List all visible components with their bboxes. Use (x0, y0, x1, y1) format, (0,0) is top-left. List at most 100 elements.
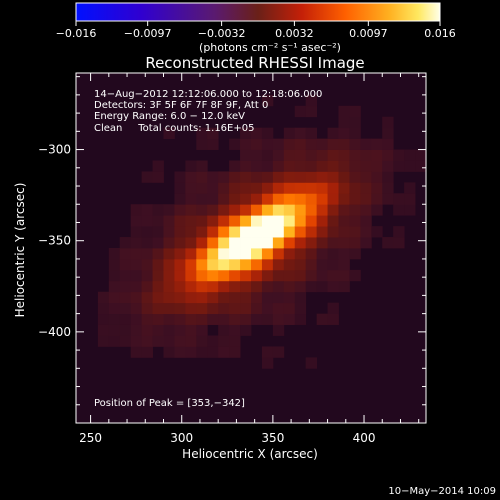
heatmap-cell (119, 291, 132, 304)
heatmap-cell (229, 269, 241, 282)
heatmap-cell (272, 269, 285, 282)
colorbar-tick-label: 0.0097 (349, 27, 388, 40)
heatmap-cell (316, 313, 328, 325)
heatmap-cell (371, 171, 383, 183)
heatmap-cell (251, 138, 263, 150)
heatmap-cell (382, 171, 394, 183)
heatmap-cell (119, 335, 132, 347)
heatmap-cell (338, 116, 350, 129)
heatmap-cell (251, 291, 263, 304)
heatmap-cell (261, 248, 274, 260)
heatmap-cell (349, 269, 361, 282)
heatmap-cell (130, 226, 143, 238)
heatmap-cell (294, 215, 307, 227)
colorbar-ticks: −0.016 −0.0097 −0.0032 0.0032 0.0097 0.016 (56, 21, 456, 40)
heatmap-cell (382, 138, 394, 150)
heatmap-cell (305, 127, 318, 140)
heatmap-cell (360, 171, 372, 183)
annotation-time-range: 14−Aug−2012 12:12:06.000 to 12:18:06.000 (94, 89, 322, 100)
heatmap-cell (185, 324, 197, 336)
heatmap-cell (218, 335, 230, 347)
heatmap-cell (338, 269, 350, 282)
heatmap-cell (338, 258, 350, 271)
heatmap-cell (294, 248, 307, 260)
heatmap-cell (229, 226, 241, 238)
heatmap-cell (251, 258, 263, 271)
heatmap-cell (327, 215, 339, 227)
heatmap-cell (360, 226, 372, 238)
heatmap-cell (294, 313, 307, 325)
peak-position-label: Position of Peak = [353,−342] (94, 398, 245, 409)
heatmap-cell (174, 248, 186, 260)
heatmap-cell (382, 237, 394, 249)
heatmap-cell (305, 237, 318, 249)
heatmap-cell (185, 313, 197, 325)
heatmap-cell (251, 127, 263, 140)
heatmap-cell (349, 127, 361, 140)
heatmap-cell (185, 280, 197, 293)
heatmap-cell (261, 237, 274, 249)
heatmap-cell (218, 182, 230, 194)
heatmap-cell (108, 248, 121, 260)
heatmap-cell (108, 335, 121, 347)
heatmap-cell (283, 248, 296, 260)
heatmap-cell (338, 171, 350, 183)
heatmap-cell (349, 215, 361, 227)
heatmap-cell (196, 313, 208, 325)
heatmap-cell (196, 248, 208, 260)
heatmap-cell (163, 226, 175, 238)
heatmap-cell (338, 226, 350, 238)
heatmap-cell (119, 248, 132, 260)
heatmap-cell (163, 204, 175, 216)
heatmap-cell (327, 269, 339, 282)
heatmap-cell (130, 280, 143, 293)
heatmap-cell (207, 346, 219, 358)
heatmap-cell (305, 182, 318, 194)
heatmap-cell (371, 204, 383, 216)
heatmap-cell (163, 324, 175, 336)
heatmap-cell (382, 182, 394, 194)
heatmap-cell (207, 226, 219, 238)
heatmap-cell (393, 193, 405, 205)
heatmap-cell (294, 127, 307, 140)
heatmap-cell (382, 160, 394, 172)
heatmap-cell (261, 193, 274, 205)
heatmap-cell (305, 280, 318, 293)
heatmap-cell (349, 248, 361, 260)
colorbar-tick-label: −0.016 (56, 27, 97, 40)
heatmap-cell (119, 269, 132, 282)
heatmap-cell (152, 280, 164, 293)
heatmap-cell (163, 237, 175, 249)
heatmap-cell (130, 335, 143, 347)
heatmap-cell (163, 269, 175, 282)
heatmap-cell (338, 280, 350, 293)
heatmap-cell (305, 149, 318, 161)
heatmap-cell (141, 335, 153, 347)
heatmap-cell (327, 193, 339, 205)
heatmap-cell (261, 215, 274, 227)
heatmap-cell (294, 193, 307, 205)
heatmap-cell (327, 258, 339, 271)
heatmap-cell (327, 127, 339, 140)
heatmap-cell (218, 280, 230, 293)
heatmap-cell (163, 346, 175, 358)
heatmap-cell (185, 258, 197, 271)
y-tick-label: −350 (38, 234, 71, 248)
heatmap-cell (338, 127, 350, 140)
heatmap-cell (218, 291, 230, 304)
heatmap-cell (207, 313, 219, 325)
heatmap-cell (141, 226, 153, 238)
heatmap-cell (97, 324, 110, 336)
heatmap-cell (316, 204, 328, 216)
heatmap-cell (174, 324, 186, 336)
heatmap-cell (152, 313, 164, 325)
heatmap-cell (294, 149, 307, 161)
heatmap-cell (327, 171, 339, 183)
heatmap-cell (283, 291, 296, 304)
heatmap-cell (360, 149, 372, 161)
heatmap-cell (305, 258, 318, 271)
heatmap-cell (141, 313, 153, 325)
heatmap-cell (272, 182, 285, 194)
heatmap-cell (207, 182, 219, 194)
heatmap-cell (240, 258, 252, 271)
